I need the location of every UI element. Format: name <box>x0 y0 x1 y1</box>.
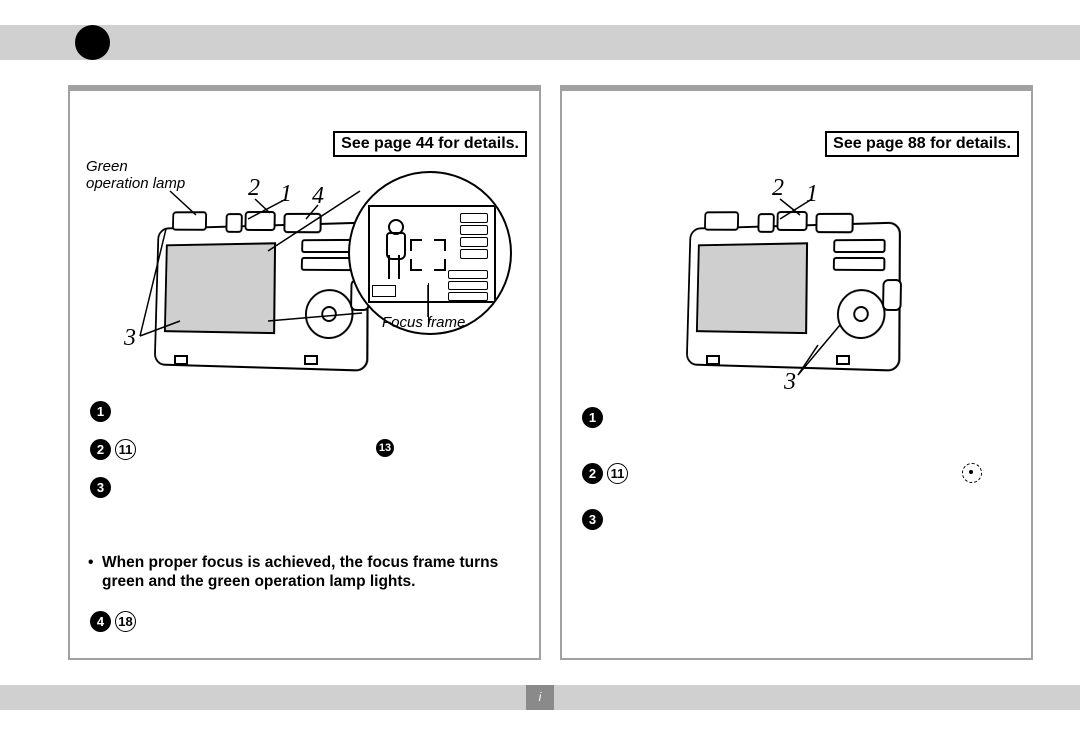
ref-number-icon: 18 <box>115 611 136 632</box>
play-mode-icon <box>962 463 982 483</box>
text-line: operation lamp <box>86 175 185 192</box>
step-number-icon: 1 <box>582 407 603 428</box>
callout-2: 2 <box>248 175 260 202</box>
step-number-icon: 4 <box>90 611 111 632</box>
ref-play-icon <box>962 463 982 483</box>
header-dot-icon <box>75 25 110 60</box>
step-1: 1 <box>582 407 603 428</box>
callout-1: 1 <box>806 181 818 208</box>
step-number-icon: 2 <box>90 439 111 460</box>
step-1: 1 <box>90 401 111 422</box>
page-reference: See page 88 for details. <box>825 131 1019 157</box>
ref-number-icon: 13 <box>376 439 394 457</box>
panel-play: See page 88 for details. 2 1 3 <box>560 85 1033 660</box>
step-number-icon: 2 <box>582 463 603 484</box>
camera-diagram <box>128 199 378 369</box>
page-reference: See page 44 for details. <box>333 131 527 157</box>
callout-3: 3 <box>124 325 136 352</box>
step-3: 3 <box>90 477 111 498</box>
label-green-lamp: Green operation lamp <box>86 159 185 192</box>
label-focus-frame: Focus frame <box>382 315 465 332</box>
page-number: i <box>526 685 554 710</box>
leader-lines <box>562 91 1035 666</box>
text-line: Green <box>86 158 128 175</box>
callout-2: 2 <box>772 175 784 202</box>
ref-number-icon: 11 <box>607 463 628 484</box>
ref-13: 13 <box>376 439 394 457</box>
step-4: 4 18 <box>90 611 136 632</box>
callout-3: 3 <box>784 369 796 396</box>
camera-diagram <box>660 199 910 369</box>
step-3: 3 <box>582 509 603 530</box>
header-bar <box>0 25 1080 60</box>
note-text: When proper focus is achieved, the focus… <box>98 553 525 592</box>
step-2: 2 11 <box>582 463 628 484</box>
step-number-icon: 1 <box>90 401 111 422</box>
step-2: 2 11 <box>90 439 136 460</box>
lcd-zoom-bubble <box>348 171 512 335</box>
step-number-icon: 3 <box>90 477 111 498</box>
focus-note: • When proper focus is achieved, the foc… <box>98 553 525 592</box>
callout-4: 4 <box>312 183 324 210</box>
callout-1: 1 <box>280 181 292 208</box>
ref-number-icon: 11 <box>115 439 136 460</box>
panel-record: See page 44 for details. Green operation… <box>68 85 541 660</box>
manual-page: See page 44 for details. Green operation… <box>0 0 1080 730</box>
step-number-icon: 3 <box>582 509 603 530</box>
